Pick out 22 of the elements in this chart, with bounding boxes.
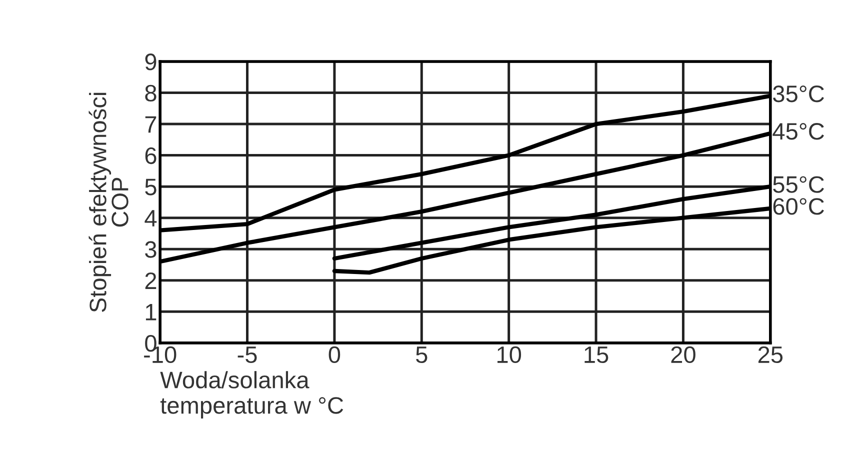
y-axis-title: Stopień efektywności COP [88,92,128,312]
y-tick-label: 6 [145,147,156,164]
x-tick-label: -5 [238,346,257,364]
x-tick-label: 0 [328,346,340,364]
y-tick-label: 3 [145,241,156,258]
x-axis-title: Woda/solanka temperatura w °C [160,371,344,419]
x-tick-label: 10 [498,346,522,364]
y-tick-label: 7 [145,116,156,133]
series-label: 60°C [773,198,824,215]
x-tick-label: 15 [584,346,608,364]
y-tick-label: 2 [145,272,156,289]
x-tick-label: 5 [416,346,428,364]
y-tick-label: 8 [145,84,156,102]
series-label: 55°C [773,176,824,193]
y-tick-label: 5 [145,178,156,196]
series-label: 45°C [772,123,824,140]
y-tick-label: 9 [145,54,156,70]
x-tick-label: 20 [671,346,696,364]
series-label: 35°C [773,86,824,102]
x-tick-label: 25 [758,346,783,364]
y-tick-label: 4 [144,210,157,226]
y-tick-label: 1 [146,304,156,320]
